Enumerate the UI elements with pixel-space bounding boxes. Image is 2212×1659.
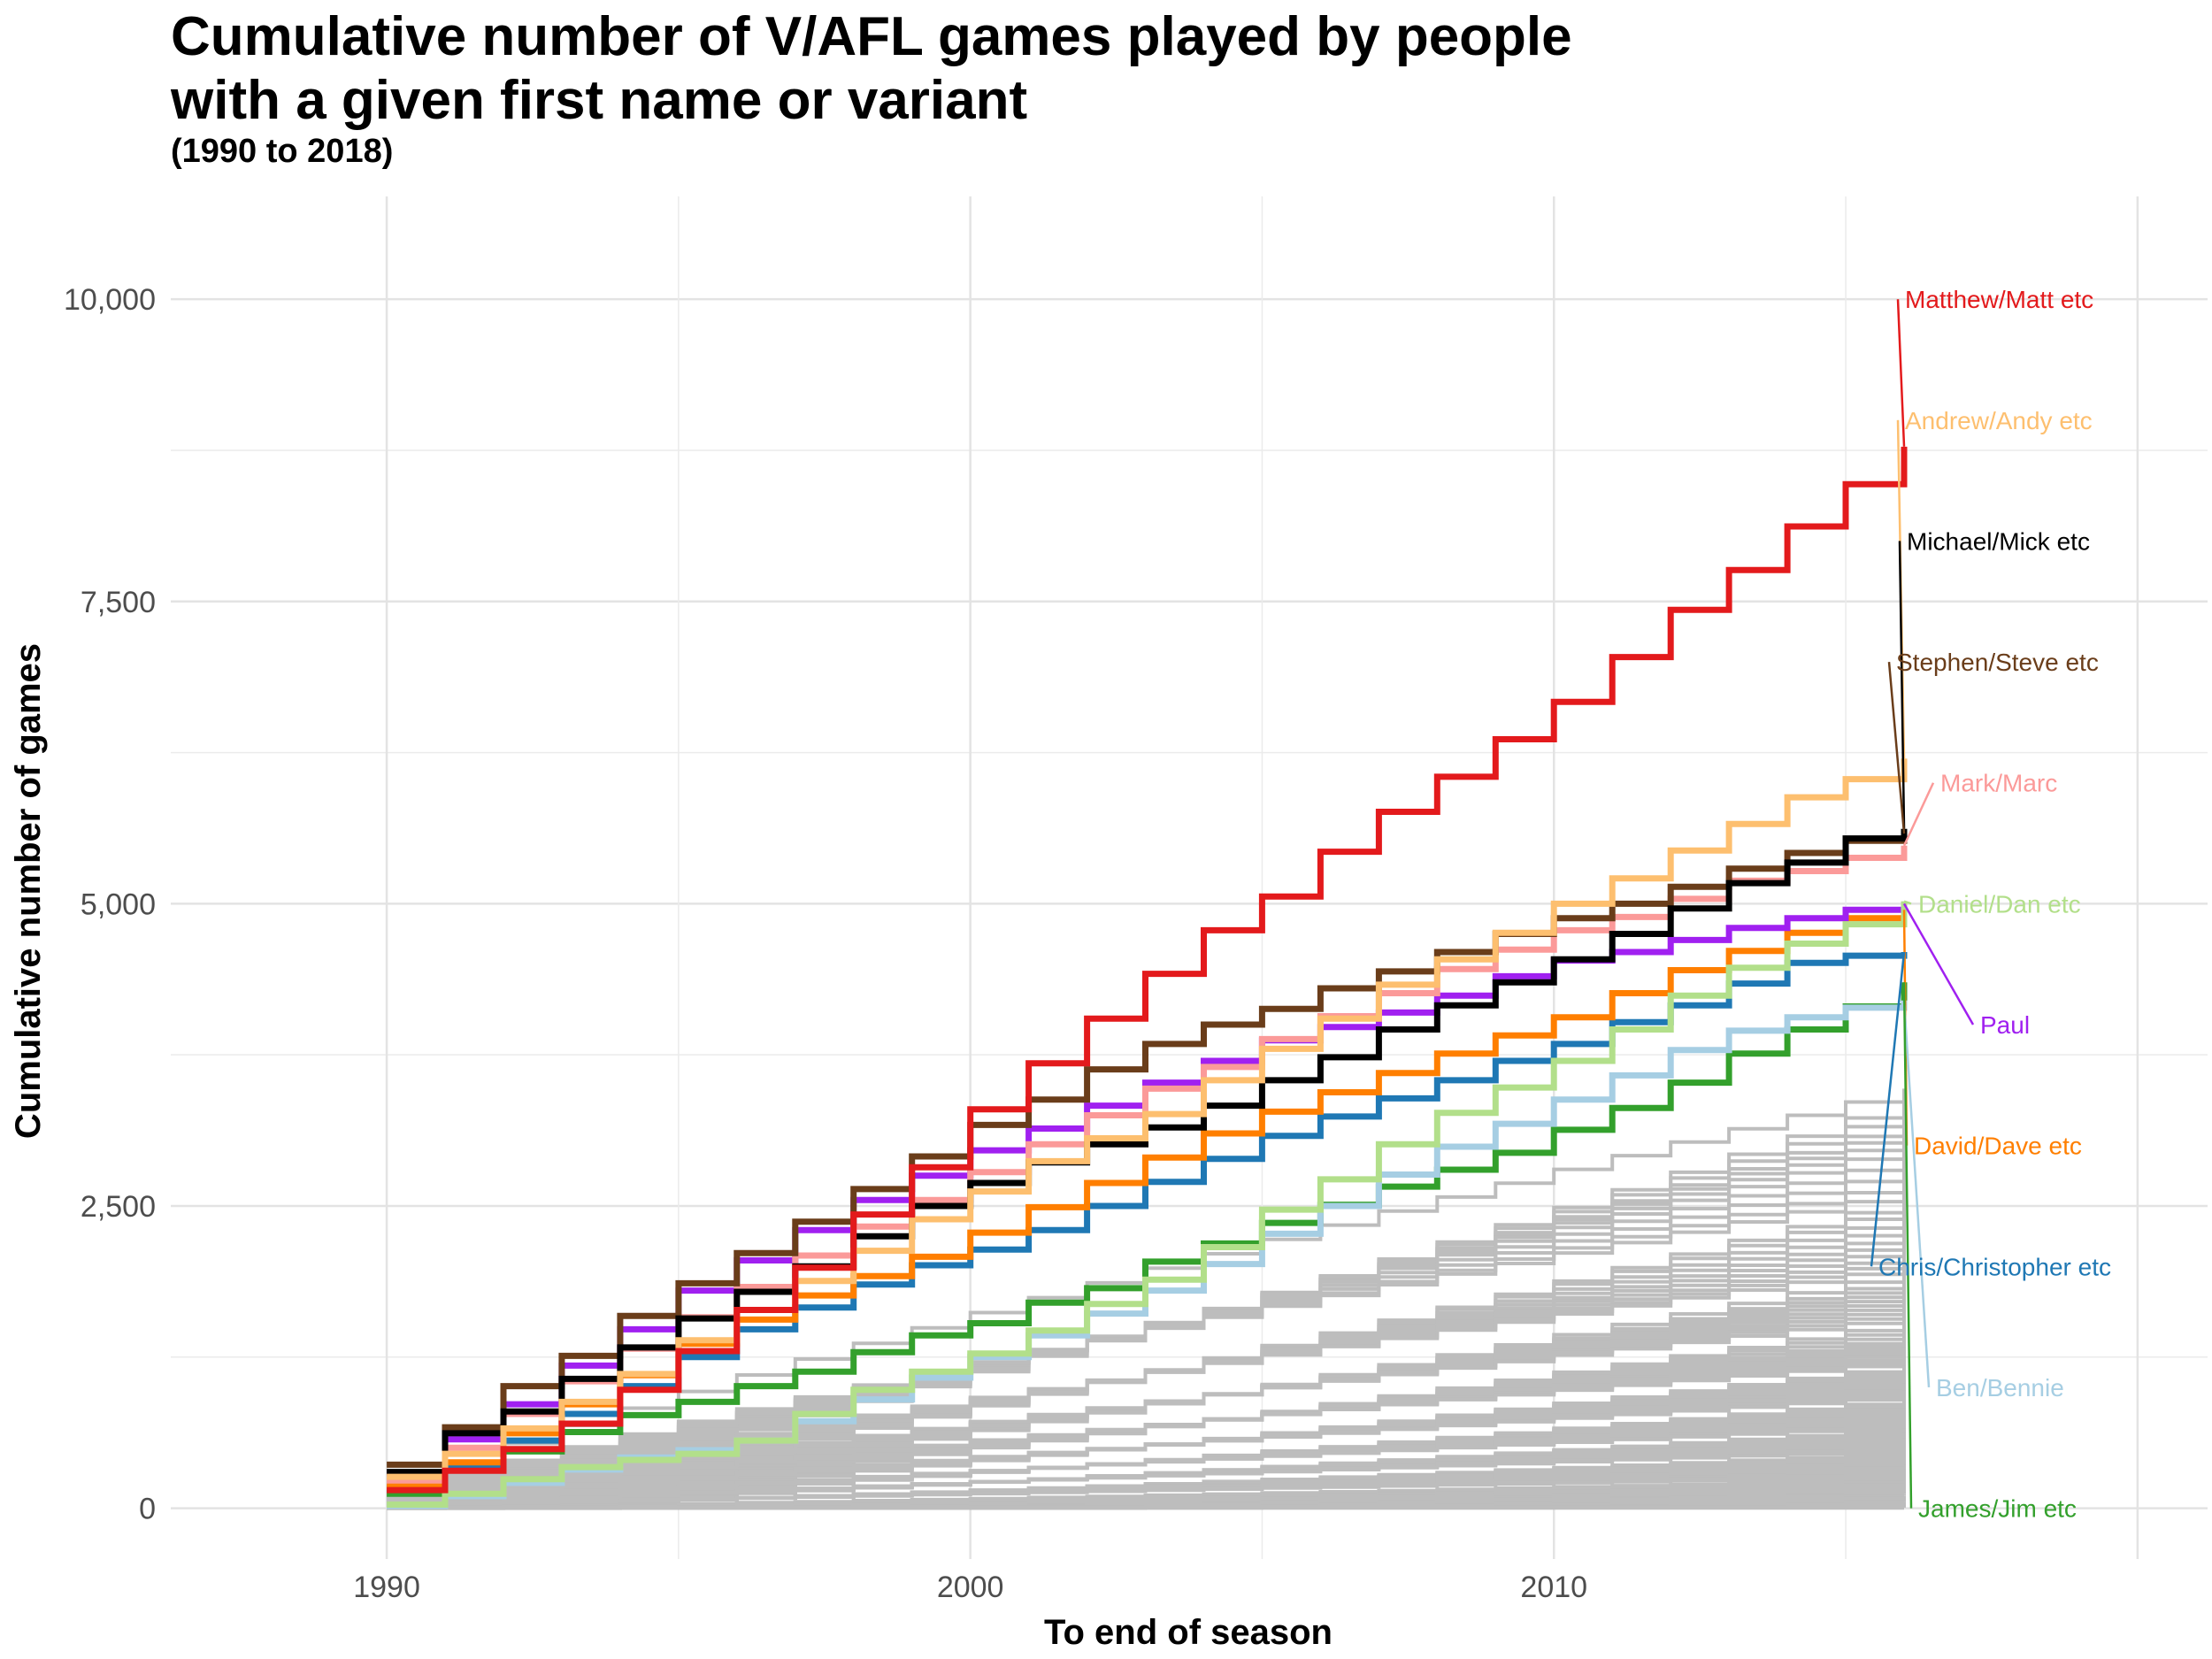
- y-tick-label: 0: [139, 1493, 156, 1526]
- background-series-line: [387, 1425, 1906, 1506]
- label-leader-line: [1870, 951, 1906, 1267]
- series-label: Stephen/Steve etc: [1896, 649, 2099, 676]
- label-leader-line: [1902, 902, 1975, 1025]
- y-tick-label: 7,500: [81, 586, 156, 619]
- y-tick-label: 2,500: [81, 1190, 156, 1224]
- series-line: [387, 446, 1908, 1494]
- background-series-group: [387, 1088, 1906, 1510]
- x-tick-label: 1990: [353, 1571, 420, 1604]
- x-axis-title: To end of season: [1044, 1613, 1333, 1652]
- series-label: Mark/Marc: [1940, 770, 2057, 797]
- background-series-line: [387, 1191, 1906, 1492]
- background-series-line: [387, 1450, 1906, 1508]
- background-series-line: [387, 1317, 1906, 1500]
- label-leader-line: [1902, 782, 1935, 847]
- series-line: [387, 903, 1908, 1477]
- chart-title: Cumulative number of V/AFL games played …: [171, 5, 1572, 133]
- series-line: [387, 833, 1908, 1468]
- series-line: [387, 758, 1908, 1480]
- label-leader-line: [1887, 661, 1906, 834]
- label-leader-line: [1896, 299, 1906, 447]
- x-tick-label: 2000: [937, 1571, 1004, 1604]
- label-leader-line: [1902, 1000, 1931, 1388]
- series-label-group: Matthew/Matt etc Andrew/Andy etc Michael/M…: [1878, 286, 2111, 1522]
- series-label: Matthew/Matt etc: [1905, 286, 2093, 313]
- label-leader-line: [1898, 541, 1906, 829]
- chart-title-line-2: with a given first name or variant: [171, 70, 1028, 131]
- y-tick-label: 5,000: [81, 887, 156, 921]
- label-leader-line: [1903, 900, 1912, 905]
- chart-subtitle: (1990 to 2018): [171, 133, 394, 170]
- highlighted-series-group: [387, 446, 1908, 1509]
- series-label: Daniel/Dan etc: [1918, 890, 2081, 918]
- y-tick-label: 10,000: [64, 283, 156, 317]
- background-series-line: [387, 1362, 1906, 1502]
- tick-label-group: 0 2,500 5,000 7,500 10,000 1990 2000 2010: [64, 283, 1587, 1604]
- series-label: Ben/Bennie: [1936, 1374, 2064, 1402]
- series-label: David/Dave etc: [1914, 1133, 2082, 1160]
- series-line: [387, 901, 1908, 1508]
- series-label: Paul: [1980, 1011, 2030, 1039]
- background-series-line: [387, 1266, 1906, 1496]
- series-label: James/Jim etc: [1918, 1495, 2077, 1523]
- label-leader-group: [1870, 299, 1975, 1509]
- chart-title-line-1: Cumulative number of V/AFL games played …: [171, 6, 1572, 67]
- series-label: Michael/Mick etc: [1907, 527, 2090, 555]
- series-label: Chris/Christopher etc: [1878, 1253, 2111, 1280]
- label-leader-line: [1902, 982, 1913, 1509]
- background-series-line: [387, 1396, 1906, 1504]
- series-label: Andrew/Andy etc: [1905, 407, 2093, 434]
- x-tick-label: 2010: [1520, 1571, 1587, 1604]
- y-axis-title: Cumulative number of games: [9, 643, 48, 1139]
- background-series-line: [387, 1476, 1906, 1509]
- series-line: [387, 982, 1908, 1497]
